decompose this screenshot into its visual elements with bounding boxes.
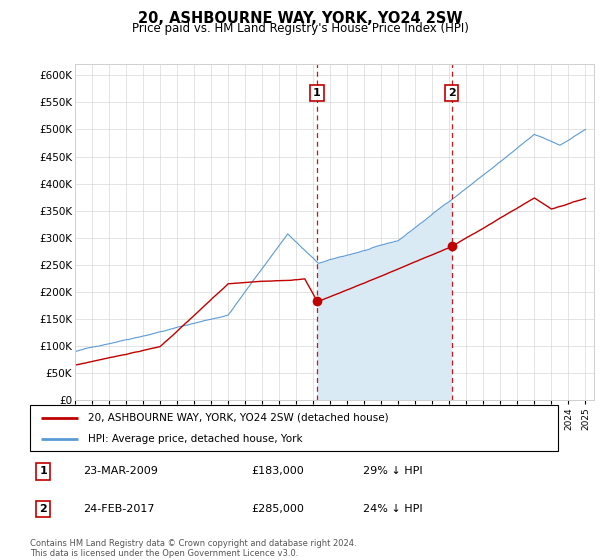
Text: 24-FEB-2017: 24-FEB-2017 xyxy=(83,504,154,514)
Text: 1: 1 xyxy=(313,88,321,98)
Text: 20, ASHBOURNE WAY, YORK, YO24 2SW: 20, ASHBOURNE WAY, YORK, YO24 2SW xyxy=(138,11,462,26)
Text: HPI: Average price, detached house, York: HPI: Average price, detached house, York xyxy=(88,435,303,444)
Text: 2: 2 xyxy=(448,88,455,98)
Text: Price paid vs. HM Land Registry's House Price Index (HPI): Price paid vs. HM Land Registry's House … xyxy=(131,22,469,35)
Text: 1: 1 xyxy=(40,466,47,477)
Text: 20, ASHBOURNE WAY, YORK, YO24 2SW (detached house): 20, ASHBOURNE WAY, YORK, YO24 2SW (detac… xyxy=(88,413,389,423)
FancyBboxPatch shape xyxy=(30,405,558,451)
Text: £183,000: £183,000 xyxy=(252,466,305,477)
Text: 2: 2 xyxy=(40,504,47,514)
Text: 24% ↓ HPI: 24% ↓ HPI xyxy=(362,504,422,514)
Text: 23-MAR-2009: 23-MAR-2009 xyxy=(83,466,158,477)
Text: Contains HM Land Registry data © Crown copyright and database right 2024.
This d: Contains HM Land Registry data © Crown c… xyxy=(30,539,356,558)
Text: 29% ↓ HPI: 29% ↓ HPI xyxy=(362,466,422,477)
Text: £285,000: £285,000 xyxy=(252,504,305,514)
